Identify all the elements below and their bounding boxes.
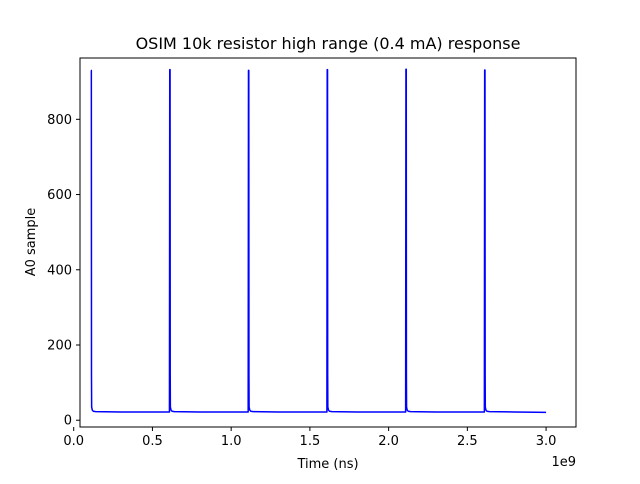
chart-title: OSIM 10k resistor high range (0.4 mA) re…	[136, 34, 521, 53]
y-tick-label: 800	[47, 113, 72, 128]
series-line-1	[90, 68, 547, 414]
x-axis: 0.0 0.5 1.0 1.5 2.0 2.5 3.0	[63, 427, 556, 449]
x-tick-label: 0.5	[142, 434, 163, 449]
y-tick-label: 0	[64, 414, 72, 429]
plot-area	[90, 68, 547, 414]
x-tick-label: 1.5	[300, 434, 321, 449]
y-tick-label: 600	[47, 188, 72, 203]
x-tick-label: 1.0	[221, 434, 242, 449]
x-tick-label: 3.0	[536, 434, 557, 449]
x-axis-offset-label: 1e9	[551, 455, 576, 470]
y-axis-label: A0 sample	[24, 208, 39, 277]
y-tick-label: 400	[47, 263, 72, 278]
axes-frame	[79, 57, 577, 428]
x-tick-label: 0.0	[63, 434, 84, 449]
x-axis-label: Time (ns)	[296, 457, 358, 472]
x-tick-label: 2.5	[457, 434, 478, 449]
y-tick-label: 200	[47, 339, 72, 354]
y-axis: 0 200 400 600 800	[47, 113, 80, 429]
x-tick-label: 2.0	[378, 434, 399, 449]
